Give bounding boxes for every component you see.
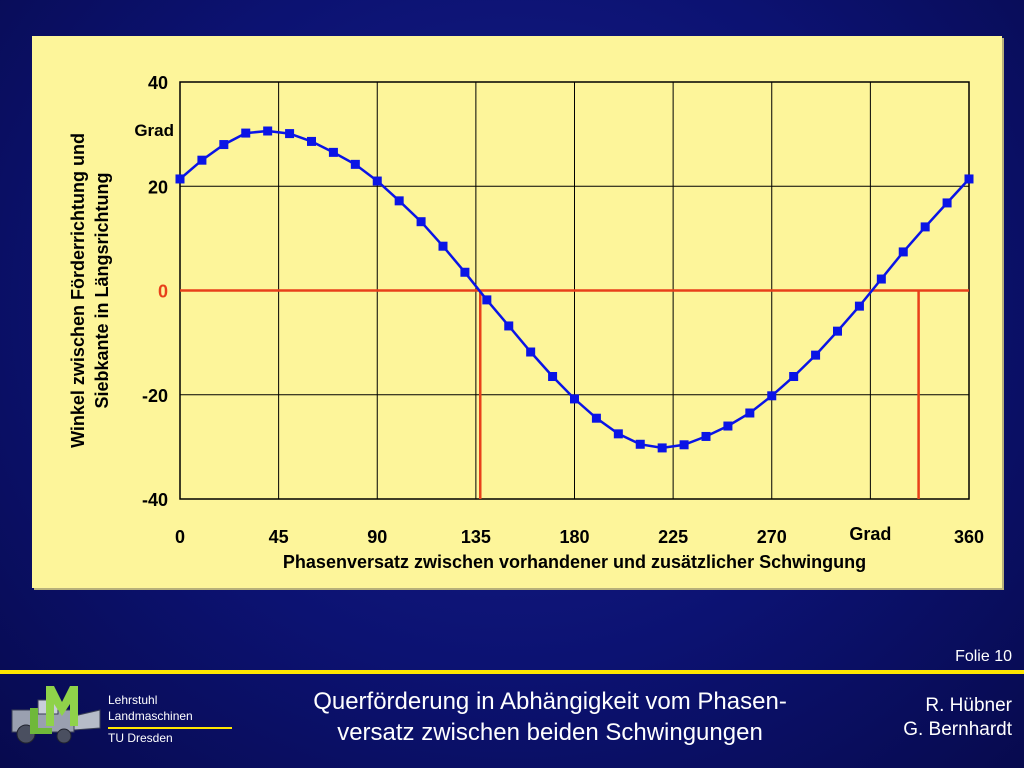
data-point [833, 326, 842, 336]
data-point [263, 126, 273, 136]
data-point [328, 147, 338, 157]
data-point [394, 196, 404, 206]
data-point [548, 372, 558, 382]
x-tick-label: 180 [559, 527, 589, 547]
data-point [307, 136, 316, 146]
data-point [416, 217, 426, 227]
x-tick-label: 135 [461, 527, 491, 547]
data-point [219, 140, 229, 150]
data-point [811, 350, 821, 360]
author-2: G. Bernhardt [903, 719, 1012, 740]
data-point [460, 267, 470, 277]
chair-line-1: Lehrstuhl [108, 693, 158, 707]
data-point [854, 301, 864, 311]
data-point [767, 391, 777, 401]
data-point [964, 174, 974, 184]
y-tick-label: 20 [148, 177, 168, 197]
data-point [701, 431, 711, 441]
x-tick-label: 45 [269, 527, 289, 547]
x-tick-label: 0 [175, 527, 185, 547]
slide-number: Folie 10 [955, 648, 1012, 665]
data-point [635, 439, 645, 449]
chair-line-2: Landmaschinen [108, 709, 193, 723]
y-tick-label: 0 [158, 282, 168, 302]
data-point [438, 241, 448, 251]
slide-title: Querförderung in Abhängigkeit vom Phasen… [250, 686, 850, 748]
data-point [657, 443, 667, 453]
x-tick-label: 225 [658, 527, 688, 547]
data-point [570, 394, 579, 404]
data-point [482, 295, 492, 305]
data-point [285, 129, 295, 139]
data-point [876, 274, 886, 284]
y-axis-label: Siebkante in Längsrichtung [92, 172, 112, 408]
data-point [372, 176, 382, 186]
data-point [197, 155, 207, 165]
harvester-logo-icon [11, 686, 101, 744]
data-point [504, 321, 514, 331]
data-point [920, 222, 930, 232]
footer-divider [0, 670, 1024, 674]
x-tick-label: 90 [367, 527, 387, 547]
y-tick-label: 40 [148, 73, 168, 93]
x-axis-label: Phasenversatz zwischen vorhandener und z… [283, 552, 866, 572]
data-point [350, 159, 360, 169]
data-point [591, 413, 601, 423]
x-unit-label: Grad [849, 524, 891, 544]
chart-svg: 40 20 0 -20 -40 Grad 0 45 90 135 180 225 270 360 Grad P… [68, 73, 984, 572]
authors: R. Hübner G. Bernhardt [903, 694, 1012, 742]
y-tick-label: -40 [142, 490, 168, 510]
chair-name: Lehrstuhl Landmaschinen TU Dresden [108, 692, 232, 746]
data-point [789, 372, 799, 382]
chart-panel: 40 20 0 -20 -40 Grad 0 45 90 135 180 225 270 360 Grad P… [32, 36, 1002, 588]
slide-title-line-2: versatz zwischen beiden Schwingungen [337, 719, 763, 746]
data-point [526, 347, 536, 357]
data-point [898, 247, 908, 257]
x-tick-label: 270 [757, 527, 787, 547]
y-unit-label: Grad [134, 121, 174, 140]
data-point [175, 174, 185, 184]
y-axis-label: Winkel zwischen Förderrichtung und [68, 133, 88, 448]
author-1: R. Hübner [925, 695, 1012, 716]
slide-title-line-1: Querförderung in Abhängigkeit vom Phasen… [313, 688, 787, 715]
x-tick-label: 360 [954, 527, 984, 547]
data-point [241, 128, 251, 138]
data-point [723, 421, 733, 431]
chair-line-3: TU Dresden [108, 727, 232, 746]
data-point [679, 440, 689, 450]
chair-logo [8, 680, 108, 750]
y-tick-label: -20 [142, 386, 168, 406]
data-point [942, 198, 952, 208]
data-point [745, 408, 755, 418]
data-point [613, 429, 623, 439]
